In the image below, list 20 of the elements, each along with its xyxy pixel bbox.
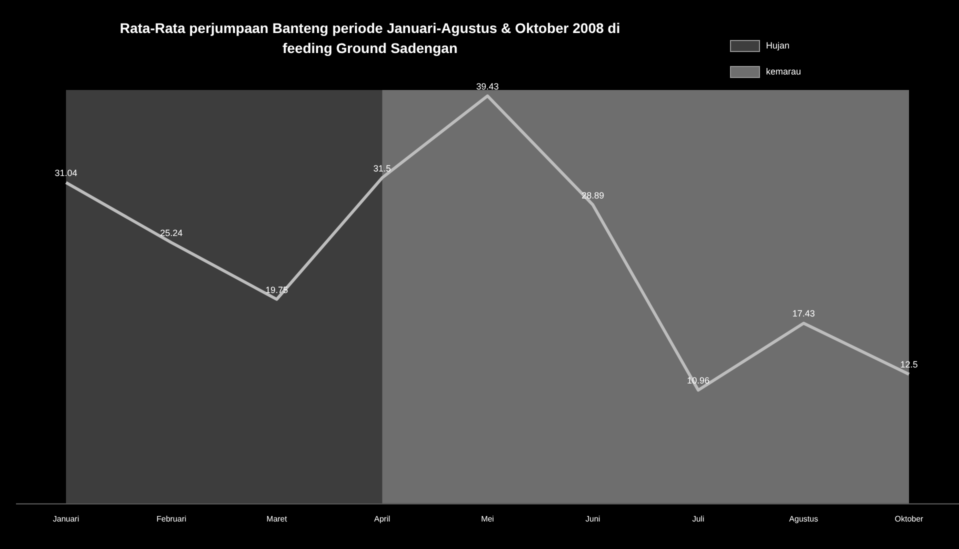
data-label: 39.43 xyxy=(476,81,499,92)
chart-title: Rata-Rata perjumpaan Banteng periode Januari-Agustus & Oktober 2008 di feeding Ground Sadengan xyxy=(118,19,622,58)
x-tick-label: Juni xyxy=(586,514,600,524)
data-label: 25.24 xyxy=(160,228,183,238)
x-tick-label: Maret xyxy=(266,514,288,524)
data-label: 10.96 xyxy=(686,376,710,386)
data-label: 31.04 xyxy=(54,168,78,178)
x-tick-label: Mei xyxy=(481,514,494,524)
data-label: 17.43 xyxy=(792,308,815,319)
x-tick-label: Oktober xyxy=(894,514,924,524)
data-label: 28.89 xyxy=(582,190,604,200)
data-label: 12.5 xyxy=(900,360,918,370)
x-tick-label: April xyxy=(374,514,390,524)
x-tick-label: Januari xyxy=(52,514,80,524)
x-tick-label: Juli xyxy=(692,514,704,524)
legend-label: kemarau xyxy=(766,66,802,76)
legend-label: Hujan xyxy=(766,40,790,50)
data-label: 31.5 xyxy=(373,163,391,174)
x-tick-label: Agustus xyxy=(789,514,818,524)
x-tick-label: Februari xyxy=(156,514,186,524)
